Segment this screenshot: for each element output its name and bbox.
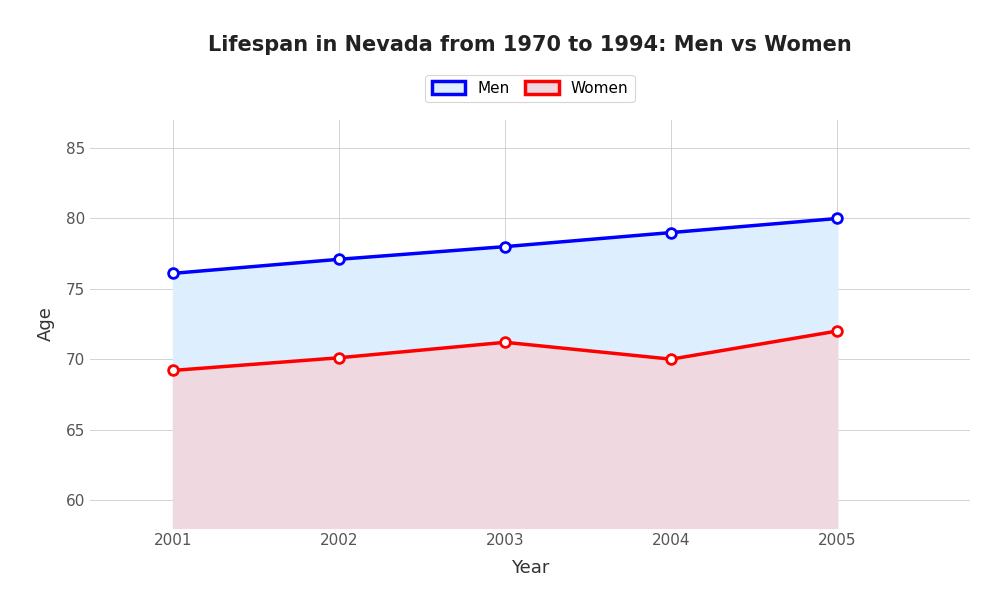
Legend: Men, Women: Men, Women — [425, 74, 635, 102]
Y-axis label: Age: Age — [37, 307, 55, 341]
Title: Lifespan in Nevada from 1970 to 1994: Men vs Women: Lifespan in Nevada from 1970 to 1994: Me… — [208, 35, 852, 55]
X-axis label: Year: Year — [511, 559, 549, 577]
